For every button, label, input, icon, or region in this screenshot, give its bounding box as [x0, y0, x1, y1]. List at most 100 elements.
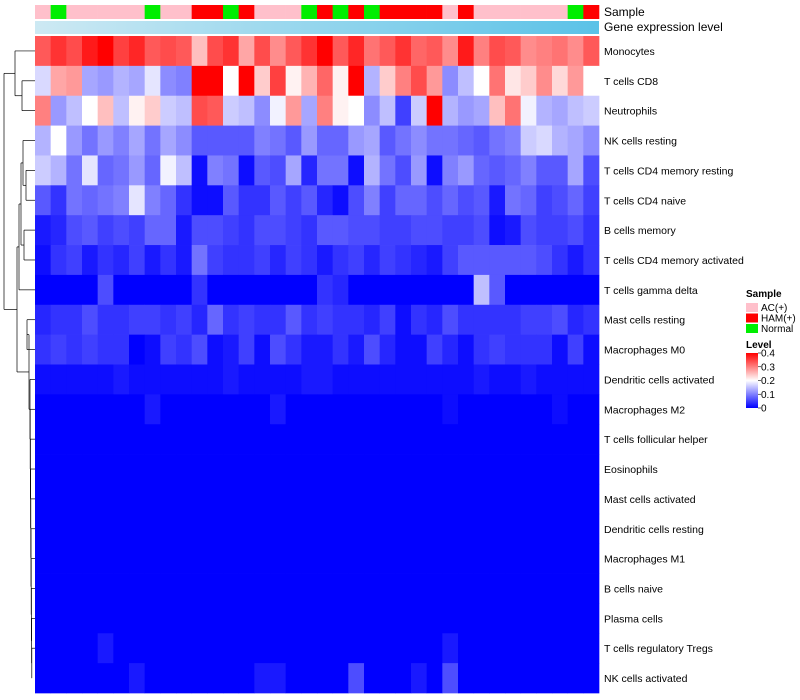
heatmap-cell — [97, 364, 114, 395]
heatmap-cell — [332, 245, 349, 276]
heatmap-cell — [129, 155, 146, 186]
heatmap-cell — [411, 364, 428, 395]
heatmap-cell — [176, 513, 193, 545]
heatmap-cell — [520, 543, 537, 574]
heatmap-cell — [301, 543, 318, 574]
heatmap-cell — [207, 215, 224, 246]
heatmap-cell — [332, 424, 349, 455]
heatmap-cell — [66, 274, 83, 306]
heatmap-cell — [129, 454, 146, 485]
heatmap-cell — [160, 65, 177, 97]
heatmap-cell — [583, 334, 600, 365]
heatmap-cell — [489, 155, 506, 186]
heatmap-cell — [301, 155, 318, 186]
sample-annotation-cell — [552, 5, 568, 19]
heatmap-cell — [348, 274, 365, 306]
heatmap-cell — [238, 245, 255, 276]
heatmap-cell — [254, 185, 271, 216]
heatmap-cell — [520, 633, 537, 664]
heatmap-cell — [395, 483, 412, 515]
heatmap-cell — [395, 36, 412, 67]
heatmap-cell — [207, 155, 224, 186]
heatmap-cell — [552, 424, 569, 455]
heatmap-cell — [442, 155, 459, 186]
heatmap-cell — [567, 215, 584, 246]
heatmap-cell — [160, 603, 177, 634]
heatmap-cell — [332, 633, 349, 664]
heatmap-cell — [364, 304, 381, 335]
heatmap-cell — [113, 304, 130, 335]
heatmap-cell — [458, 65, 475, 97]
heatmap-cell — [552, 394, 569, 425]
heatmap-cell — [113, 663, 130, 694]
heatmap-cell — [50, 155, 67, 186]
heatmap-cell — [379, 185, 396, 216]
heatmap-cell — [379, 125, 396, 156]
sample-annotation-cell — [317, 5, 333, 19]
heatmap-cell — [583, 36, 600, 67]
heatmap-cell — [473, 603, 490, 634]
sample-annotation-cell — [66, 5, 83, 19]
heatmap-cell — [82, 394, 99, 425]
heatmap-cell — [301, 304, 318, 335]
heatmap-cell — [583, 633, 600, 664]
sample-annotation-cell — [442, 5, 459, 19]
row-label: Macrophages M2 — [604, 404, 685, 416]
heatmap-cell — [317, 215, 334, 246]
heatmap-cell — [270, 663, 287, 694]
heatmap-cell — [66, 454, 83, 485]
heatmap-cell — [583, 304, 600, 335]
heatmap-cell — [129, 364, 146, 395]
heatmap-cell — [191, 334, 208, 365]
heatmap-cell — [301, 454, 318, 485]
heatmap-cell — [348, 663, 365, 694]
heatmap-cell — [395, 125, 412, 156]
heatmap-cell — [223, 364, 240, 395]
legend-sample-title: Sample — [746, 289, 782, 300]
heatmap-cell — [97, 454, 114, 485]
heatmap-cell — [50, 424, 67, 455]
heatmap-cell — [583, 364, 600, 395]
heatmap-cell — [97, 65, 114, 97]
heatmap-cell — [379, 603, 396, 634]
heatmap-cell — [66, 36, 83, 67]
heatmap-cell — [129, 394, 146, 425]
heatmap-cell — [395, 364, 412, 395]
heatmap-cell — [395, 394, 412, 425]
heatmap-cell — [473, 663, 490, 694]
heatmap-cell — [411, 394, 428, 425]
heatmap-cell — [567, 603, 584, 634]
heatmap-cell — [223, 513, 240, 545]
heatmap-cell — [317, 304, 334, 335]
heatmap-cell — [348, 633, 365, 664]
heatmap-cell — [583, 215, 600, 246]
heatmap-cell — [144, 65, 161, 97]
heatmap-cell — [426, 483, 443, 515]
heatmap-cell — [567, 483, 584, 515]
heatmap-cell — [473, 633, 490, 664]
heatmap-cell — [50, 245, 67, 276]
heatmap-cell — [285, 603, 302, 634]
heatmap-cell — [223, 185, 240, 216]
heatmap-cell — [473, 36, 490, 67]
heatmap-cell — [426, 633, 443, 664]
heatmap-cell — [50, 36, 67, 67]
heatmap-cell — [332, 95, 349, 126]
heatmap-cell — [348, 573, 365, 604]
heatmap-cell — [35, 245, 52, 276]
heatmap-cell — [458, 603, 475, 634]
heatmap-cell — [411, 125, 428, 156]
heatmap-cell — [176, 36, 193, 67]
heatmap-cell — [191, 215, 208, 246]
heatmap-cell — [473, 394, 490, 425]
heatmap-cell — [348, 364, 365, 395]
row-label: NK cells activated — [604, 673, 688, 685]
heatmap-cell — [442, 454, 459, 485]
heatmap-cell — [473, 513, 490, 545]
heatmap-cell — [473, 155, 490, 186]
sample-annotation-cell — [505, 5, 521, 19]
sample-annotation-bar — [35, 5, 600, 19]
heatmap-cell — [207, 454, 224, 485]
heatmap-cell — [285, 245, 302, 276]
heatmap-cell — [426, 364, 443, 395]
